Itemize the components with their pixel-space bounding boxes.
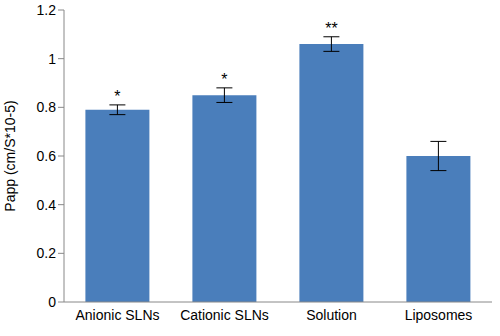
svg-text:Papp (cm/S*10-5): Papp (cm/S*10-5) xyxy=(8,100,18,211)
svg-text:0.6: 0.6 xyxy=(37,148,57,164)
svg-text:Cationic SLNs: Cationic SLNs xyxy=(180,307,269,323)
svg-text:Anionic SLNs: Anionic SLNs xyxy=(75,307,159,323)
svg-text:0.8: 0.8 xyxy=(37,99,57,115)
svg-text:1: 1 xyxy=(48,51,56,67)
svg-text:0.2: 0.2 xyxy=(37,245,57,261)
svg-text:Liposomes: Liposomes xyxy=(405,307,473,323)
svg-text:**: ** xyxy=(325,20,337,37)
svg-text:Solution: Solution xyxy=(306,307,357,323)
svg-text:*: * xyxy=(221,71,227,88)
svg-text:1.2: 1.2 xyxy=(37,2,57,18)
svg-text:0.4: 0.4 xyxy=(37,197,57,213)
svg-text:0: 0 xyxy=(48,294,56,310)
svg-text:*: * xyxy=(114,88,120,105)
